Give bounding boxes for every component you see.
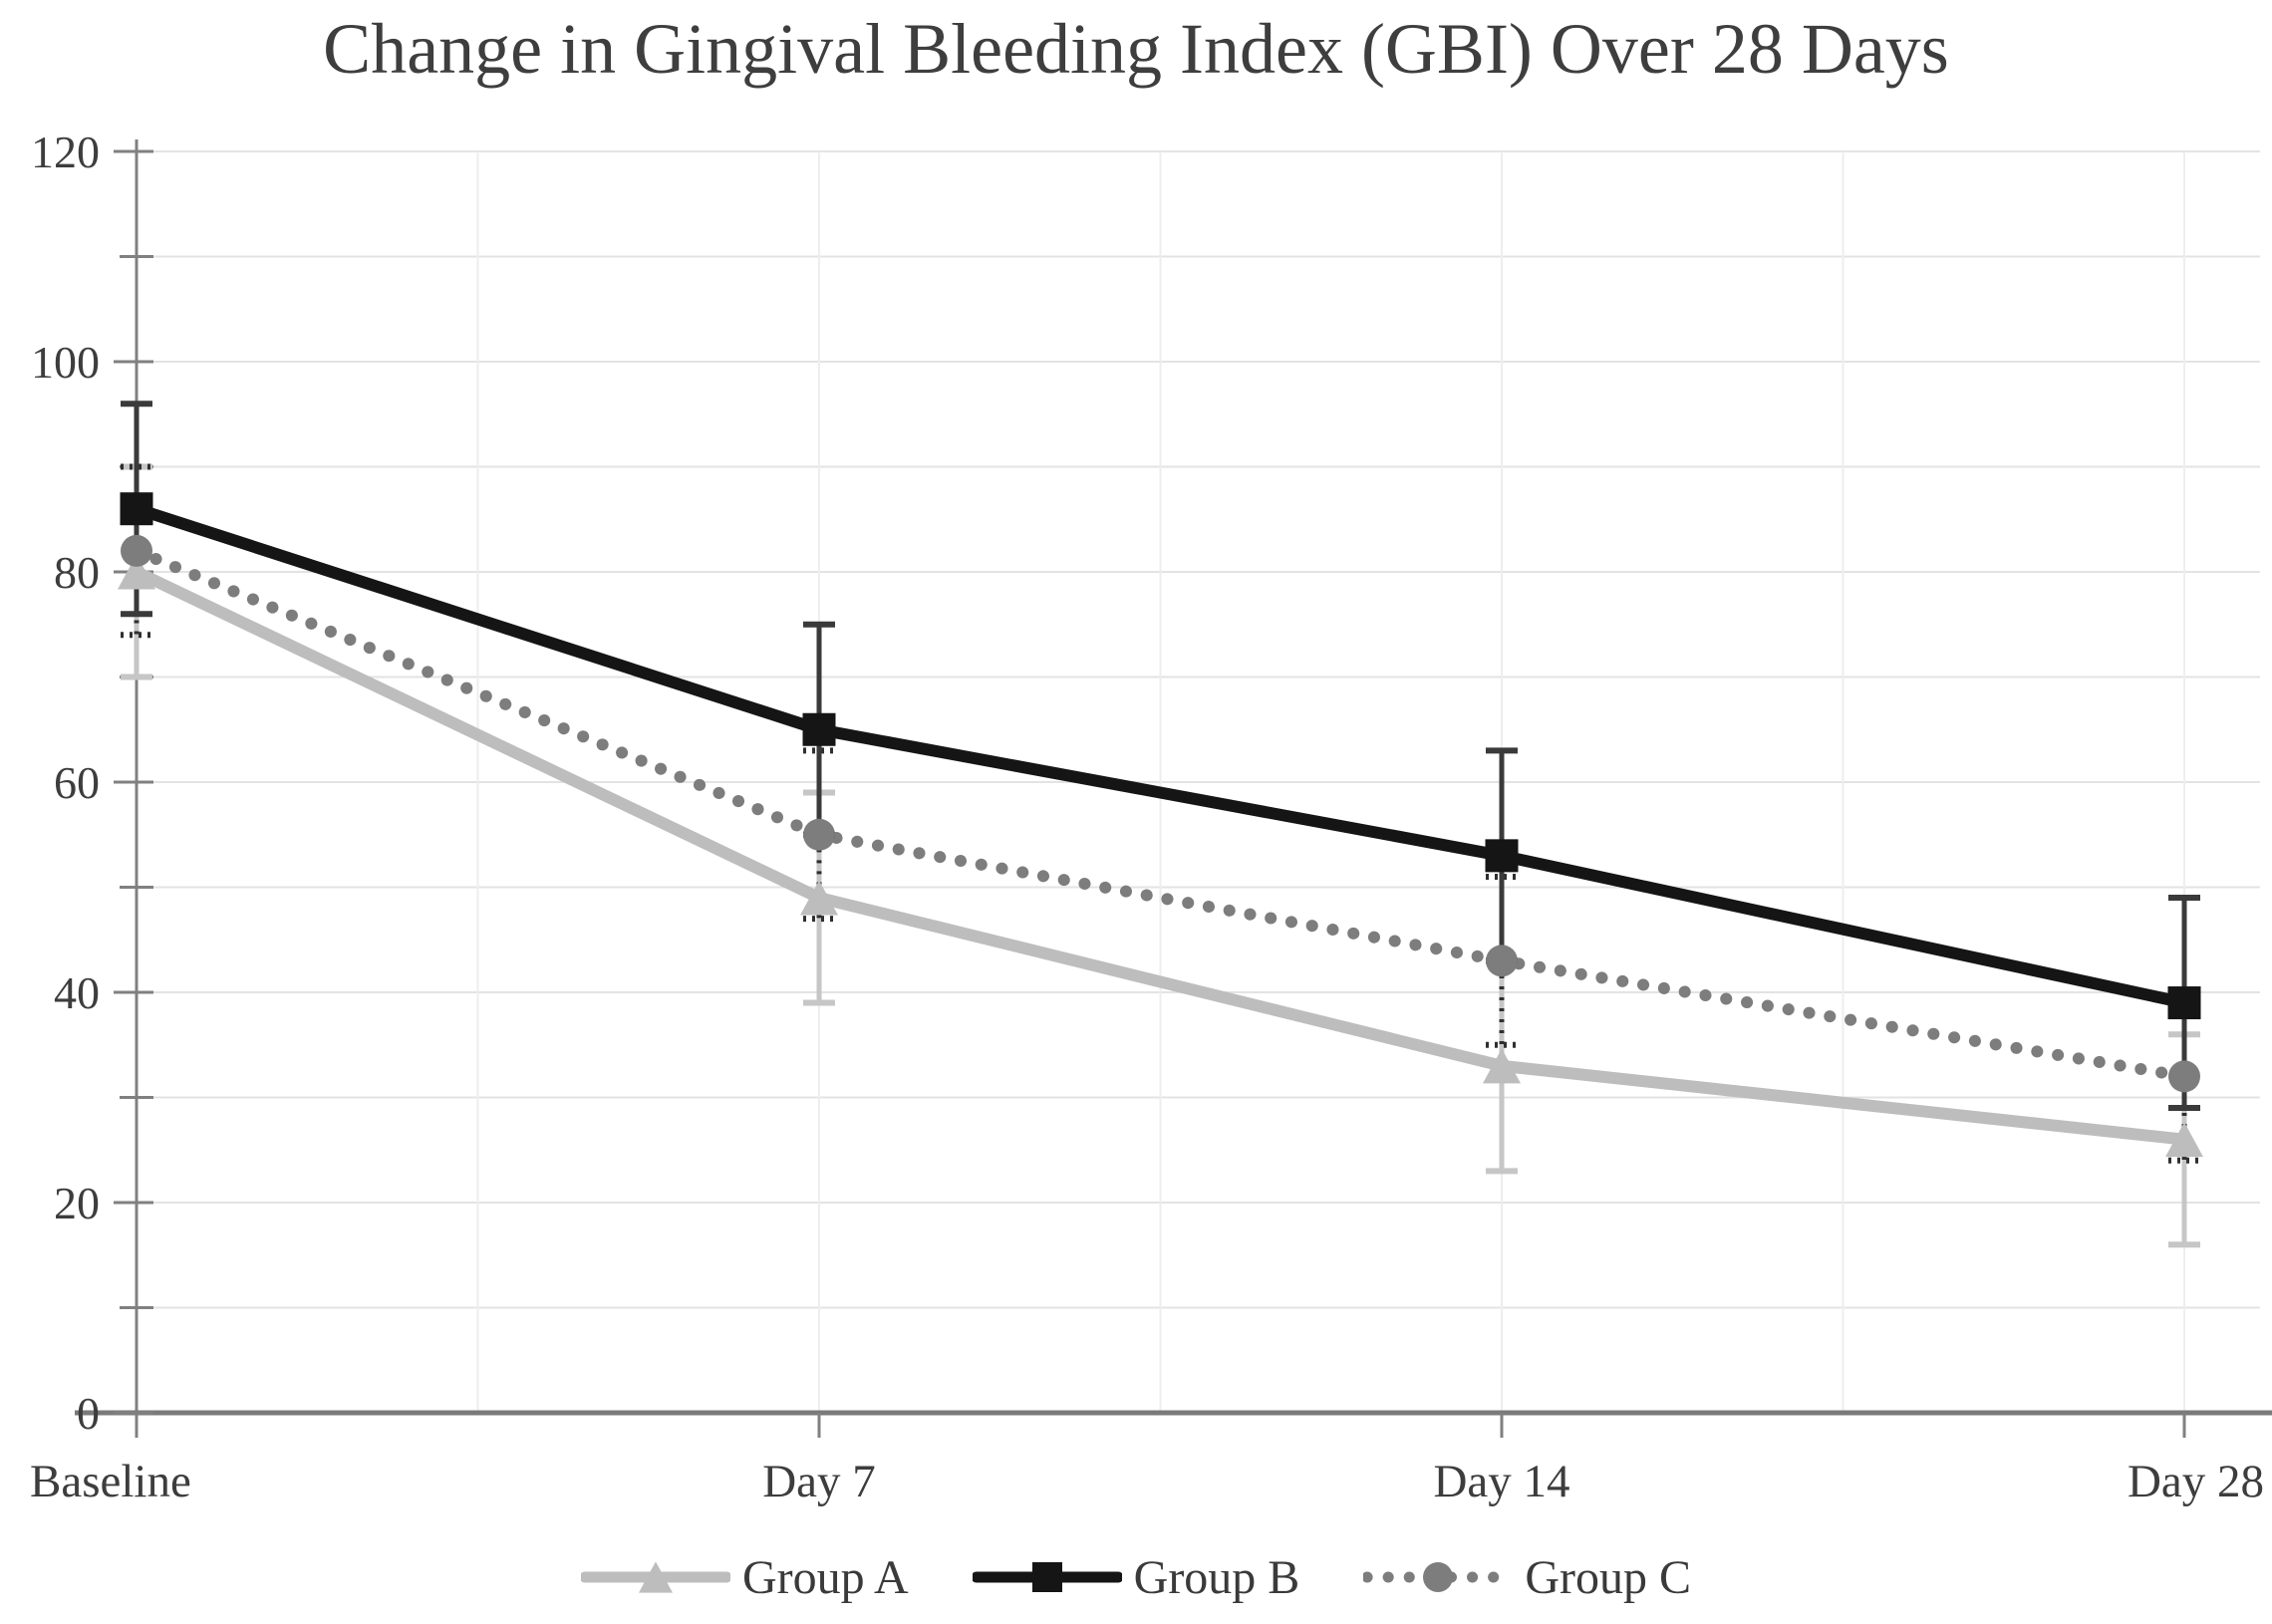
legend-label: Group A [741, 1550, 909, 1604]
legend-label: Group B [1133, 1550, 1300, 1604]
x-category-label: Day 7 [762, 1456, 876, 1507]
legend-sample-square-line [972, 1562, 1122, 1592]
y-tick-label: 40 [54, 967, 100, 1018]
x-category-label: Day 14 [1433, 1456, 1569, 1507]
y-tick-label: 120 [31, 127, 100, 177]
marker-square [2167, 986, 2201, 1020]
legend-sample-group [1363, 1562, 1514, 1592]
series-line-group-a [131, 566, 2190, 1146]
series-markers-group-a [118, 554, 2203, 1158]
x-category-label: Day 28 [2128, 1456, 2264, 1507]
line-path [131, 502, 2190, 1009]
legend-marker-circle [1423, 1562, 1454, 1592]
marker-circle [121, 534, 152, 567]
legend-sample-triangle-line [580, 1561, 730, 1593]
gridlines-horizontal [137, 150, 2260, 1309]
legend-label: Group C [1525, 1550, 1691, 1604]
marker-triangle [2165, 1122, 2203, 1158]
legend-sample-circle-line [1363, 1562, 1514, 1592]
legend-marker-triangle [638, 1561, 673, 1593]
y-tick-label: 80 [54, 547, 100, 598]
chart-title: Change in Gingival Bleeding Index (GBI) … [323, 9, 1949, 89]
marker-triangle [800, 880, 838, 916]
marker-circle [1486, 945, 1518, 977]
legend-item-group-c: Group C [1363, 1549, 1691, 1605]
y-tick-label: 60 [54, 757, 100, 808]
marker-square [802, 712, 836, 746]
x-axis-labels: Baseline Day 7 Day 14 Day 28 [30, 1456, 2264, 1507]
marker-square [1485, 839, 1519, 873]
line-path [131, 566, 2190, 1146]
legend-sample-group [580, 1561, 730, 1593]
legend-marker-square [1031, 1562, 1062, 1592]
series-markers-group-b [120, 492, 2201, 1020]
marker-circle [2168, 1060, 2200, 1093]
x-axis-ticks [135, 1413, 2186, 1438]
series-line-group-b [131, 502, 2190, 1009]
y-tick-label: 100 [31, 337, 100, 388]
series-markers-group-c [121, 534, 2200, 1093]
y-axis-labels: 0 20 40 60 80 100 120 [31, 127, 100, 1439]
chart-legend: Group A Group B Group C [0, 1549, 2272, 1605]
y-tick-label: 20 [54, 1178, 100, 1228]
legend-item-group-a: Group A [580, 1549, 909, 1605]
y-tick-label: 0 [77, 1388, 100, 1439]
marker-circle [803, 818, 835, 851]
x-category-label: Baseline [30, 1456, 191, 1507]
legend-sample-group [972, 1562, 1122, 1592]
y-axis-ticks [114, 149, 153, 1415]
marker-triangle [1483, 1048, 1521, 1084]
marker-triangle [118, 554, 155, 590]
legend-item-group-b: Group B [972, 1549, 1300, 1605]
marker-square [120, 492, 153, 526]
